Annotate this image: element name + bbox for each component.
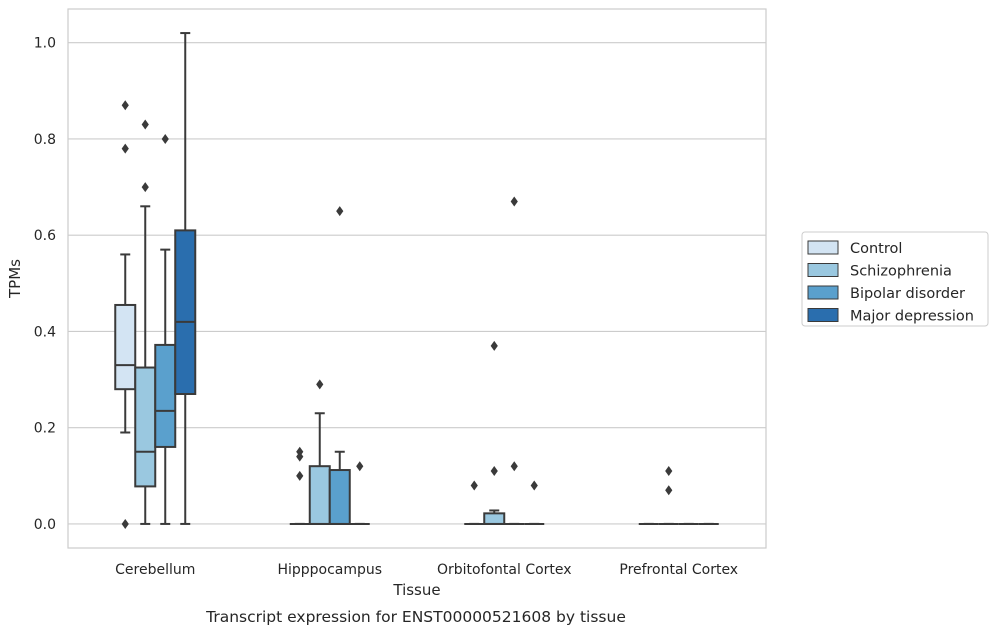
- outlier-point: [510, 461, 518, 472]
- x-tick-label: Cerebellum: [115, 562, 195, 578]
- y-tick-label: 0.6: [34, 228, 56, 244]
- legend-label: Control: [850, 241, 902, 257]
- x-tick-label: Orbitofontal Cortex: [437, 562, 572, 578]
- legend-item: Schizophrenia: [807, 263, 952, 280]
- box: [349, 461, 370, 525]
- y-tick-label: 0.0: [34, 517, 56, 533]
- legend-swatch: [807, 308, 839, 322]
- outlier-point: [665, 485, 673, 496]
- box-body: [154, 343, 177, 448]
- box-body: [328, 469, 351, 525]
- y-axis-label: TPMs: [6, 259, 24, 299]
- box-body: [483, 512, 506, 525]
- outlier-point: [316, 379, 324, 390]
- legend-label: Schizophrenia: [850, 264, 952, 280]
- outlier-point: [665, 466, 673, 476]
- box-group-1: [289, 206, 370, 525]
- box: [524, 480, 545, 525]
- legend-item: Bipolar disorder: [807, 285, 965, 302]
- legend-item: Major depression: [807, 308, 974, 325]
- box: [464, 480, 485, 525]
- x-axis-ticks: Cerebellum Hipppocampus Orbitofontal Corte…: [115, 562, 738, 578]
- box: [134, 119, 157, 525]
- legend-label: Bipolar disorder: [850, 286, 965, 302]
- outlier-point: [121, 143, 129, 154]
- box: [328, 206, 351, 525]
- legend-frame: [801, 231, 989, 327]
- legend-swatch: [807, 263, 839, 277]
- outlier-point: [336, 206, 344, 217]
- box-body: [174, 229, 197, 395]
- box-body: [134, 366, 157, 488]
- outlier-point: [141, 119, 149, 130]
- legend-swatch: [807, 240, 839, 255]
- box: [154, 133, 177, 525]
- y-tick-label: 0.8: [34, 132, 56, 148]
- outlier-point: [121, 100, 129, 111]
- box-group-2: [464, 196, 545, 525]
- outlier-point: [121, 518, 129, 529]
- box: [114, 100, 137, 529]
- outlier-point: [296, 470, 304, 481]
- outlier-point: [296, 451, 304, 462]
- outlier-point: [530, 480, 538, 491]
- y-axis-ticks: 0.0 0.2 0.4 0.6 0.8 1.0: [34, 36, 56, 533]
- x-axis-label: Tissue: [392, 581, 440, 599]
- box: [174, 32, 197, 525]
- legend-label: Major depression: [850, 309, 974, 325]
- x-tick-label: Hipppocampus: [277, 562, 382, 578]
- outlier-point: [141, 182, 149, 193]
- x-tick-label: Prefrontal Cortex: [619, 562, 738, 578]
- y-tick-label: 0.4: [34, 324, 56, 340]
- box: [504, 196, 525, 525]
- box-groups: [114, 32, 719, 529]
- box-group-0: [114, 32, 197, 529]
- plot-area-frame: [67, 8, 767, 549]
- box: [308, 379, 331, 525]
- legend: Control Schizophrenia Bipolar disorder Majo…: [801, 231, 989, 327]
- box-body: [308, 465, 331, 525]
- box: [289, 446, 310, 525]
- box-group-3: [638, 466, 719, 525]
- box: [658, 466, 679, 525]
- y-tick-label: 1.0: [34, 36, 56, 52]
- outlier-point: [490, 340, 498, 351]
- legend-swatch: [807, 285, 839, 300]
- outlier-point: [470, 480, 478, 491]
- legend-item: Control: [807, 240, 902, 257]
- chart-caption: Transcript expression for ENST0000052160…: [205, 608, 626, 626]
- outlier-point: [356, 461, 364, 472]
- outlier-point: [490, 466, 498, 476]
- gridlines: [68, 42, 766, 525]
- outlier-point: [510, 196, 518, 207]
- y-tick-label: 0.2: [34, 421, 56, 437]
- box: [483, 340, 506, 525]
- box-body: [114, 303, 137, 391]
- outlier-point: [161, 133, 169, 144]
